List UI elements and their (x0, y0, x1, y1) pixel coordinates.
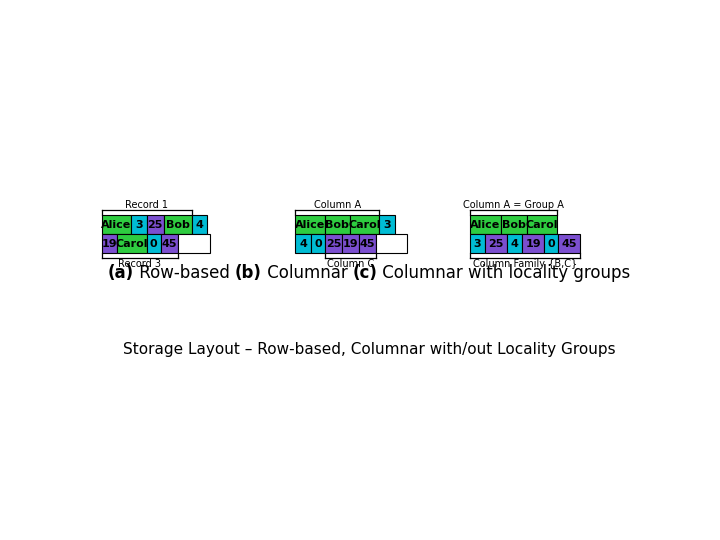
Bar (117, 234, 147, 253)
Text: 3: 3 (383, 220, 391, 229)
Text: Column Family {B,C}: Column Family {B,C} (472, 259, 577, 269)
Text: 45: 45 (561, 239, 577, 249)
Text: 0: 0 (547, 239, 555, 249)
Bar (558, 234, 580, 253)
Text: 4: 4 (195, 220, 203, 229)
Bar (163, 215, 192, 234)
Bar (325, 234, 342, 253)
Bar (147, 215, 163, 234)
Text: Carol: Carol (526, 220, 558, 229)
Bar (295, 215, 325, 234)
Text: 25: 25 (148, 220, 163, 229)
Text: 19: 19 (343, 239, 359, 249)
Text: 25: 25 (325, 239, 341, 249)
Text: Column C: Column C (327, 259, 374, 269)
Bar (523, 234, 544, 253)
Bar (469, 234, 485, 253)
Text: Record 3: Record 3 (118, 259, 161, 269)
Text: 45: 45 (360, 239, 375, 249)
Bar (192, 215, 207, 234)
Text: Bob: Bob (325, 220, 349, 229)
Text: 3: 3 (135, 220, 143, 229)
Bar (147, 234, 161, 253)
Text: Row-based: Row-based (133, 264, 235, 282)
Bar (469, 215, 500, 234)
Text: 4: 4 (510, 239, 518, 249)
Bar (102, 215, 131, 234)
Bar (350, 215, 379, 234)
Bar (359, 234, 376, 253)
Text: 45: 45 (161, 239, 177, 249)
Text: Storage Layout – Row-based, Columnar with/out Locality Groups: Storage Layout – Row-based, Columnar wit… (122, 342, 616, 357)
Text: Alice: Alice (470, 220, 500, 229)
Bar (325, 215, 350, 234)
Text: Carol: Carol (116, 239, 148, 249)
Text: 19: 19 (102, 239, 117, 249)
Bar (507, 234, 523, 253)
Bar (376, 234, 407, 253)
Bar (102, 234, 117, 253)
Bar (178, 234, 210, 253)
Text: Carol: Carol (348, 220, 381, 229)
Bar (379, 215, 395, 234)
Bar (161, 234, 178, 253)
Text: (a): (a) (107, 264, 133, 282)
Text: (c): (c) (353, 264, 377, 282)
Text: Column A: Column A (314, 200, 361, 210)
Text: 19: 19 (526, 239, 541, 249)
Bar (311, 234, 325, 253)
Text: Column A = Group A: Column A = Group A (463, 200, 564, 210)
Bar (295, 234, 311, 253)
Text: Record 1: Record 1 (125, 200, 168, 210)
Bar (527, 215, 557, 234)
Text: Columnar: Columnar (261, 264, 353, 282)
Bar (342, 234, 359, 253)
Text: Alice: Alice (102, 220, 132, 229)
Text: 3: 3 (474, 239, 481, 249)
Text: 0: 0 (314, 239, 322, 249)
Bar (544, 234, 558, 253)
Text: 25: 25 (488, 239, 504, 249)
Text: Alice: Alice (295, 220, 325, 229)
Text: Bob: Bob (502, 220, 526, 229)
Bar (131, 215, 147, 234)
Text: (b): (b) (235, 264, 261, 282)
Text: Columnar with locality groups: Columnar with locality groups (377, 264, 631, 282)
Text: 4: 4 (300, 239, 307, 249)
Text: Bob: Bob (166, 220, 189, 229)
Bar (485, 234, 507, 253)
Bar (500, 215, 527, 234)
Text: 0: 0 (150, 239, 158, 249)
